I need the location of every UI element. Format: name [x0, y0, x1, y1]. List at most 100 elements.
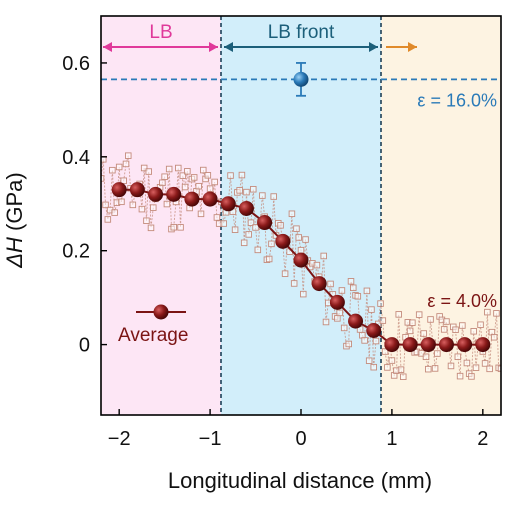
lb-arrow-head-left	[103, 42, 112, 52]
right-arrow-head-right	[408, 42, 417, 52]
raw-point	[161, 173, 168, 180]
x-tick-label: 0	[295, 428, 306, 450]
raw-point	[361, 337, 368, 344]
raw-point	[463, 359, 471, 367]
raw-point	[250, 185, 257, 193]
raw-point	[290, 280, 298, 287]
raw-point	[454, 353, 462, 360]
raw-point	[338, 287, 346, 294]
raw-point	[354, 293, 362, 300]
raw-point	[334, 315, 341, 322]
raw-point	[486, 365, 493, 373]
raw-point	[254, 246, 262, 254]
raw-point	[179, 172, 187, 179]
raw-point	[190, 174, 198, 181]
raw-point	[147, 224, 155, 232]
average-point	[457, 337, 473, 353]
legend-marker	[153, 304, 169, 320]
raw-point	[431, 365, 439, 372]
raw-point	[297, 246, 305, 254]
raw-point	[497, 365, 501, 373]
average-point	[275, 233, 291, 249]
average-point	[402, 337, 418, 353]
raw-point	[400, 373, 407, 380]
raw-point	[472, 364, 480, 371]
y-axis-label-symbol: ΔH	[2, 237, 27, 269]
raw-point	[247, 219, 255, 226]
x-tick-label: −1	[199, 428, 222, 450]
raw-point	[220, 220, 227, 227]
raw-point	[477, 321, 484, 328]
raw-point	[236, 187, 243, 194]
raw-point	[120, 177, 127, 185]
raw-point	[101, 175, 105, 182]
y-axis-label-unit: (GPa)	[2, 172, 27, 237]
raw-point	[365, 357, 373, 364]
raw-point	[181, 183, 189, 191]
raw-point	[104, 216, 112, 223]
raw-point	[415, 311, 423, 318]
average-point	[293, 252, 309, 268]
raw-point	[372, 337, 380, 345]
raw-point	[240, 239, 248, 247]
average-point	[311, 276, 327, 292]
raw-point	[265, 255, 273, 263]
reference-point	[293, 71, 309, 87]
raw-point	[259, 192, 266, 199]
y-axis-label: ΔH (GPa)	[2, 172, 27, 268]
raw-point	[129, 201, 137, 209]
raw-point	[368, 306, 375, 313]
lb-front-arrow-head-left	[224, 42, 233, 52]
raw-point	[384, 364, 391, 371]
x-tick-label: −2	[108, 428, 131, 450]
raw-point	[443, 318, 450, 325]
raw-point	[481, 360, 489, 367]
raw-point	[340, 324, 348, 332]
y-tick-label: 0.2	[62, 241, 90, 263]
y-tick-label: 0	[79, 335, 90, 357]
raw-point	[197, 210, 205, 218]
raw-point	[381, 348, 389, 355]
average-series	[111, 182, 491, 353]
average-point	[238, 200, 254, 216]
x-tick-label: 2	[477, 428, 488, 450]
x-axis-label: Longitudinal distance (mm)	[168, 468, 432, 493]
raw-point	[277, 222, 284, 229]
region-label-lb: LB	[149, 22, 172, 43]
raw-point	[313, 261, 321, 269]
raw-point	[452, 326, 459, 333]
raw-point	[459, 322, 466, 329]
raw-point	[268, 240, 275, 248]
average-point	[257, 215, 273, 231]
raw-point	[320, 252, 327, 260]
average-point	[166, 186, 182, 202]
raw-point	[150, 204, 157, 211]
raw-point	[350, 284, 357, 292]
raw-point	[425, 365, 432, 373]
raw-point	[115, 163, 123, 171]
raw-point	[288, 210, 296, 218]
raw-point	[109, 166, 116, 174]
raw-point	[422, 353, 430, 361]
axes: −2 −1 0 1 2 0 0.2 0.4 0.6	[62, 15, 502, 450]
raw-point	[170, 223, 177, 231]
raw-point	[140, 164, 148, 172]
average-point	[184, 191, 200, 207]
raw-point	[484, 308, 491, 316]
raw-point	[138, 205, 146, 213]
raw-point	[388, 357, 396, 364]
raw-point	[434, 350, 441, 357]
raw-point	[336, 309, 343, 317]
raw-point	[300, 290, 307, 298]
raw-point	[327, 280, 334, 288]
raw-point	[159, 179, 166, 187]
raw-point	[281, 270, 289, 277]
region-arrows	[103, 42, 417, 52]
raw-point	[238, 171, 246, 179]
lb-arrow-head-right	[209, 42, 218, 52]
raw-point	[231, 226, 239, 233]
raw-point	[347, 278, 355, 285]
raw-point	[322, 318, 330, 326]
raw-point	[206, 185, 214, 192]
raw-point	[111, 209, 118, 216]
